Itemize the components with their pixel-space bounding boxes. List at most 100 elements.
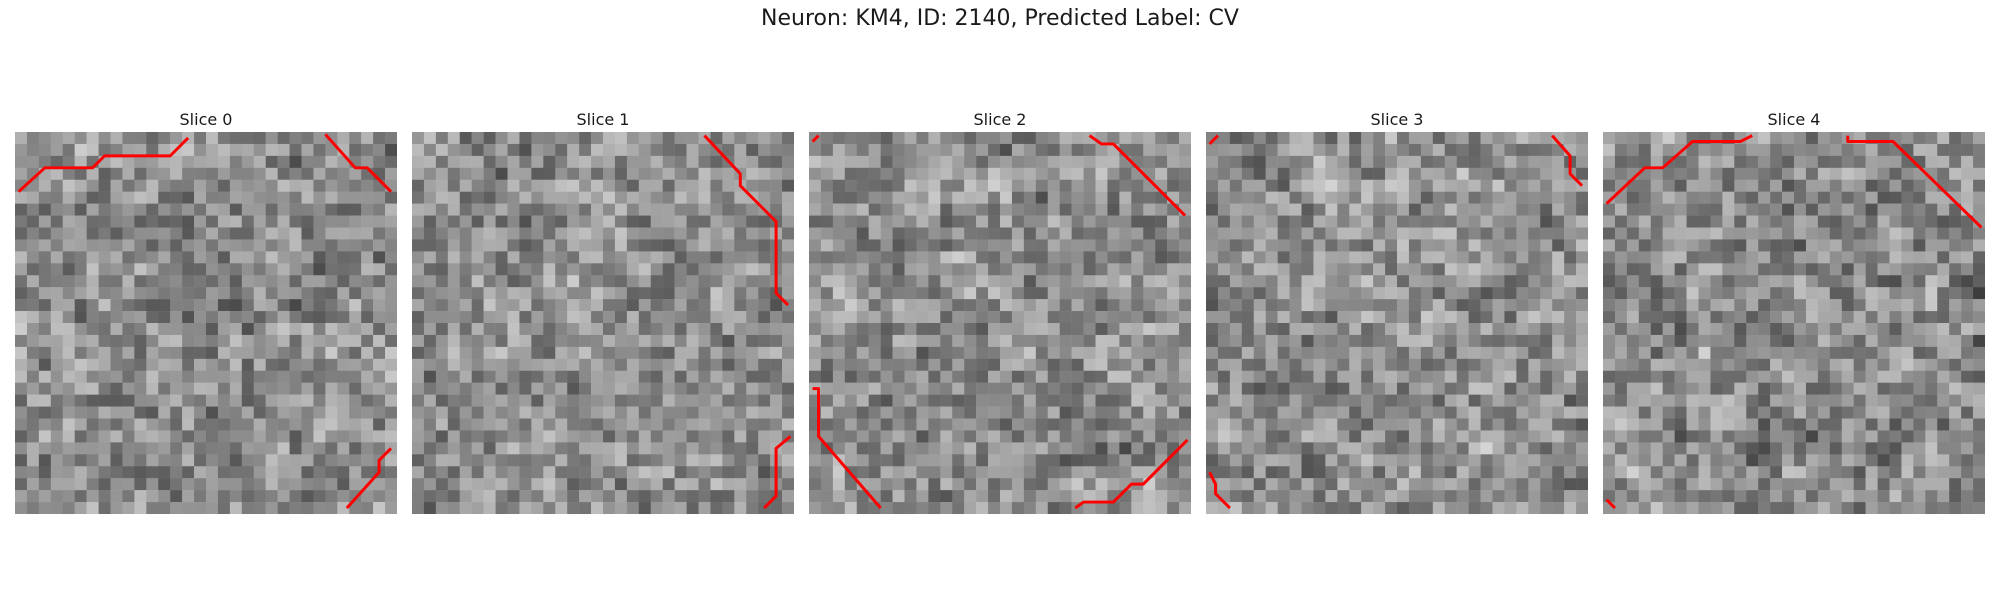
pixel bbox=[1095, 239, 1108, 252]
pixel bbox=[50, 346, 63, 360]
pixel bbox=[412, 203, 425, 216]
pixel bbox=[1662, 143, 1675, 157]
pixel bbox=[373, 299, 386, 312]
pixel bbox=[952, 406, 965, 419]
pixel bbox=[337, 203, 350, 216]
pixel bbox=[603, 454, 616, 467]
pixel bbox=[313, 167, 326, 180]
pixel bbox=[1782, 334, 1795, 348]
pixel bbox=[1889, 275, 1902, 288]
pixel bbox=[50, 299, 63, 312]
pixel bbox=[1408, 263, 1422, 276]
pixel bbox=[626, 191, 640, 204]
pixel bbox=[373, 143, 386, 157]
pixel bbox=[1829, 179, 1842, 192]
pixel bbox=[483, 227, 496, 240]
pixel bbox=[1313, 466, 1326, 479]
pixel bbox=[98, 334, 111, 348]
pixel bbox=[1143, 239, 1156, 252]
pixel bbox=[1083, 143, 1096, 157]
pixel bbox=[650, 358, 663, 371]
pixel bbox=[507, 370, 520, 383]
pixel bbox=[1686, 358, 1699, 371]
pixel bbox=[1829, 251, 1842, 264]
pixel bbox=[1710, 299, 1723, 312]
pixel bbox=[74, 502, 87, 514]
pixel bbox=[1516, 466, 1529, 479]
pixel bbox=[1035, 442, 1048, 455]
pixel bbox=[543, 334, 556, 348]
pixel bbox=[809, 478, 822, 491]
pixel bbox=[1241, 454, 1254, 467]
pixel bbox=[110, 478, 123, 491]
pixel bbox=[1035, 454, 1048, 467]
pixel bbox=[229, 478, 243, 491]
pixel bbox=[1734, 263, 1747, 276]
pixel bbox=[1253, 406, 1266, 419]
pixel bbox=[614, 203, 628, 216]
pixel bbox=[1782, 430, 1795, 443]
pixel bbox=[122, 203, 135, 216]
pixel bbox=[1217, 132, 1231, 145]
pixel bbox=[1397, 227, 1410, 240]
pixel bbox=[361, 311, 374, 324]
pixel bbox=[770, 394, 783, 407]
pixel bbox=[820, 239, 834, 252]
pixel bbox=[1011, 167, 1025, 180]
pixel bbox=[1758, 323, 1771, 336]
pixel bbox=[1480, 442, 1493, 455]
pixel bbox=[325, 490, 338, 503]
pixel bbox=[1925, 203, 1938, 216]
pixel bbox=[892, 394, 905, 407]
pixel bbox=[758, 275, 771, 288]
pixel bbox=[820, 132, 834, 145]
pixel bbox=[423, 239, 437, 252]
pixel bbox=[976, 346, 989, 360]
pixel bbox=[1937, 251, 1950, 264]
pixel bbox=[674, 299, 687, 312]
pixel bbox=[1349, 251, 1362, 264]
pixel bbox=[892, 478, 905, 491]
pixel bbox=[1961, 155, 1974, 169]
pixel bbox=[591, 179, 604, 192]
pixel bbox=[38, 191, 52, 204]
pixel bbox=[62, 215, 75, 228]
pixel bbox=[1564, 418, 1577, 431]
pixel bbox=[1071, 323, 1084, 336]
pixel bbox=[15, 382, 28, 395]
pixel bbox=[820, 490, 834, 503]
pixel bbox=[1626, 275, 1640, 288]
pixel bbox=[1011, 466, 1025, 479]
pixel bbox=[471, 299, 484, 312]
pixel bbox=[15, 358, 28, 371]
pixel bbox=[1373, 382, 1386, 395]
pixel bbox=[591, 191, 604, 204]
pixel bbox=[1552, 179, 1565, 192]
pixel bbox=[614, 167, 628, 180]
pixel bbox=[734, 227, 747, 240]
pixel bbox=[1456, 132, 1469, 145]
pixel bbox=[1361, 275, 1374, 288]
pixel bbox=[832, 323, 846, 336]
pixel bbox=[1877, 430, 1890, 443]
pixel bbox=[1253, 263, 1266, 276]
pixel bbox=[856, 418, 869, 431]
pixel bbox=[337, 227, 350, 240]
pixel bbox=[1961, 406, 1974, 419]
pixel bbox=[1901, 370, 1914, 383]
pixel bbox=[1662, 251, 1675, 264]
pixel bbox=[722, 275, 735, 288]
pixel bbox=[892, 418, 905, 431]
pixel bbox=[110, 370, 123, 383]
pixel bbox=[301, 155, 314, 169]
pixel bbox=[674, 287, 687, 300]
pixel bbox=[1961, 263, 1974, 276]
pixel bbox=[289, 418, 302, 431]
pixel bbox=[614, 275, 628, 288]
pixel bbox=[940, 454, 953, 467]
pixel bbox=[361, 382, 374, 395]
pixel bbox=[1961, 323, 1974, 336]
pixel bbox=[1000, 370, 1013, 383]
pixel bbox=[1397, 155, 1410, 169]
pixel bbox=[134, 466, 147, 479]
